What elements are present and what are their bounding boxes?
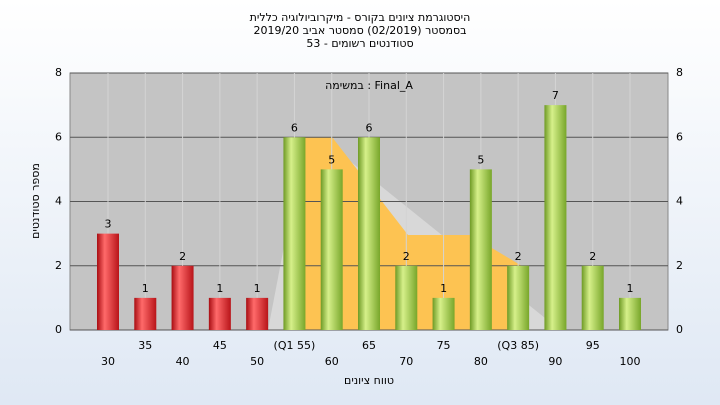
x-tick-label: 75 xyxy=(437,339,451,352)
bar xyxy=(283,137,306,330)
value-label: 1 xyxy=(216,282,223,295)
x-tick-label: 40 xyxy=(176,355,190,368)
bar xyxy=(208,297,231,330)
y2-tick-label: 8 xyxy=(676,66,683,79)
y2-tick-label: 0 xyxy=(676,323,683,336)
x-tick-label: 50 xyxy=(250,355,264,368)
x-tick-label: 80 xyxy=(474,355,488,368)
value-label: 1 xyxy=(440,282,447,295)
x-tick-label: (Q1 55) xyxy=(274,339,316,352)
y-tick-label: 8 xyxy=(55,66,62,79)
value-label: 1 xyxy=(142,282,149,295)
bar xyxy=(395,265,418,330)
y-tick-label: 4 xyxy=(55,195,62,208)
bar xyxy=(544,105,567,330)
x-tick-label: 65 xyxy=(362,339,376,352)
bar xyxy=(320,169,343,330)
value-label: 2 xyxy=(589,250,596,263)
value-label: 7 xyxy=(552,89,559,102)
y-tick-label: 0 xyxy=(55,323,62,336)
quartile-shade xyxy=(300,137,522,330)
value-label: 2 xyxy=(403,250,410,263)
x-axis-label: טווח ציונים xyxy=(344,374,394,387)
bar xyxy=(507,265,530,330)
y2-tick-label: 6 xyxy=(676,130,683,143)
bar xyxy=(97,233,119,330)
value-label: 5 xyxy=(477,153,484,166)
value-label: 6 xyxy=(291,121,298,134)
x-tick-label: 95 xyxy=(586,339,600,352)
bar xyxy=(432,297,455,330)
y-tick-label: 2 xyxy=(55,259,62,272)
value-label: 2 xyxy=(515,250,522,263)
x-tick-label: 30 xyxy=(101,355,115,368)
y2-tick-label: 4 xyxy=(676,195,683,208)
bar xyxy=(246,297,269,330)
value-label: 3 xyxy=(105,218,112,231)
title-line: סטודנטים רשומים - 53 xyxy=(306,37,413,50)
bar xyxy=(619,297,641,330)
value-label: 2 xyxy=(179,250,186,263)
bar xyxy=(134,297,157,330)
y-axis-label: מספר סטודנטים xyxy=(29,163,42,239)
x-tick-label: (Q3 85) xyxy=(497,339,539,352)
value-label: 5 xyxy=(328,153,335,166)
bar xyxy=(171,265,194,330)
y2-tick-label: 2 xyxy=(676,259,683,272)
x-tick-label: 90 xyxy=(548,355,562,368)
title-line: היסטוגרמת ציונים בקורס - מיקרוביולוגיה כ… xyxy=(250,11,471,24)
bar xyxy=(581,265,604,330)
bar xyxy=(469,169,492,330)
x-tick-label: 70 xyxy=(399,355,413,368)
x-tick-label: 60 xyxy=(325,355,339,368)
value-label: 1 xyxy=(254,282,261,295)
x-tick-label: 35 xyxy=(138,339,152,352)
x-tick-label: 100 xyxy=(620,355,641,368)
x-tick-label: 45 xyxy=(213,339,227,352)
value-label: 6 xyxy=(366,121,373,134)
y-tick-label: 6 xyxy=(55,130,62,143)
value-label: 1 xyxy=(627,282,634,295)
bar xyxy=(358,137,380,330)
title-line: בסמסטר (02/2019) סמסטר אביב 2019/20 xyxy=(253,24,466,37)
annotation: במשימה : Final_A xyxy=(325,79,413,92)
